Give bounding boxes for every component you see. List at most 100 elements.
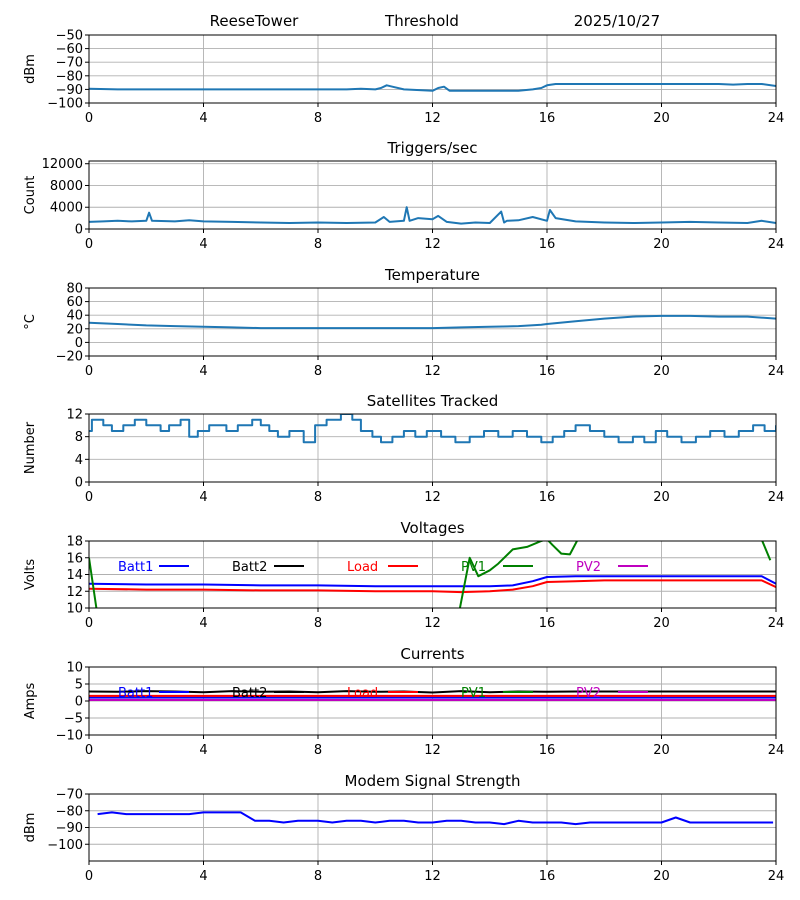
header-site: ReeseTower: [210, 12, 300, 30]
y-tick-label: −100: [47, 97, 83, 112]
x-tick-label: 12: [424, 364, 441, 379]
y-tick-label: −70: [56, 788, 83, 803]
x-tick-label: 4: [199, 237, 207, 252]
series-line-voltages-pv1: [89, 541, 772, 608]
x-tick-label: 16: [539, 364, 556, 379]
x-tick-label: 24: [768, 111, 785, 126]
y-tick-label: −70: [56, 56, 83, 71]
x-tick-label: 0: [85, 364, 93, 379]
y-tick-label: −5: [64, 712, 83, 727]
legend-label-pv1: PV1: [461, 560, 486, 575]
legend-label-batt1: Batt1: [118, 560, 153, 575]
x-tick-label: 20: [653, 743, 670, 758]
chart-title: Voltages: [400, 519, 464, 537]
x-tick-label: 8: [314, 869, 322, 884]
legend-label-batt2: Batt2: [232, 560, 267, 575]
series-line-modem-modem: [97, 811, 774, 826]
y-tick-label: 12: [66, 408, 83, 423]
x-tick-label: 4: [199, 869, 207, 884]
x-tick-label: 12: [424, 111, 441, 126]
y-tick-label: −20: [56, 350, 83, 365]
x-tick-label: 24: [768, 743, 785, 758]
x-tick-label: 12: [424, 616, 441, 631]
x-tick-label: 24: [768, 490, 785, 505]
y-tick-label: 0: [75, 223, 83, 238]
x-tick-label: 0: [85, 237, 93, 252]
chart-title: Triggers/sec: [387, 139, 478, 157]
x-tick-label: 16: [539, 616, 556, 631]
x-tick-label: 0: [85, 111, 93, 126]
x-tick-label: 20: [653, 364, 670, 379]
series-line-triggers-triggers: [89, 206, 776, 225]
x-tick-label: 0: [85, 616, 93, 631]
y-tick-label: 12000: [42, 157, 83, 172]
x-tick-label: 8: [314, 237, 322, 252]
header-metric: Threshold: [384, 12, 459, 30]
y-axis-label: °C: [23, 314, 38, 330]
legend-label-pv2: PV2: [576, 686, 601, 701]
x-tick-label: 24: [768, 869, 785, 884]
x-tick-label: 16: [539, 869, 556, 884]
x-tick-label: 8: [314, 490, 322, 505]
chart-title: Currents: [400, 645, 464, 663]
x-tick-label: 24: [768, 364, 785, 379]
panel-satellites: 0 4 8 12 16 20 24 0 4 8 12 Satellites Tracked Number: [23, 392, 784, 505]
y-tick-label: 8: [75, 430, 83, 445]
chart-title: Satellites Tracked: [367, 392, 498, 410]
series-line-threshold-threshold: [89, 83, 776, 92]
y-tick-label: −80: [56, 804, 83, 819]
x-tick-label: 0: [85, 490, 93, 505]
y-axis-label: dBm: [23, 54, 38, 84]
chart-title: Modem Signal Strength: [345, 772, 521, 790]
y-tick-label: −90: [56, 83, 83, 98]
x-tick-label: 12: [424, 490, 441, 505]
y-tick-label: 16: [66, 551, 83, 566]
y-tick-label: 0: [75, 336, 83, 351]
x-tick-label: 20: [653, 616, 670, 631]
legend-label-pv2: PV2: [576, 560, 601, 575]
x-tick-label: 4: [199, 616, 207, 631]
series-line-temperature-temperature: [89, 314, 776, 330]
legend-label-batt1: Batt1: [118, 686, 153, 701]
series-line-voltages-load: [89, 579, 776, 594]
x-tick-label: 0: [85, 869, 93, 884]
y-tick-label: 4: [75, 453, 83, 468]
y-tick-label: 40: [66, 309, 83, 324]
y-tick-label: 0: [75, 476, 83, 491]
y-tick-label: 0: [75, 695, 83, 710]
legend-label-load: Load: [347, 560, 378, 575]
x-tick-label: 20: [653, 237, 670, 252]
chart-title: Temperature: [384, 266, 480, 284]
y-tick-label: 80: [66, 282, 83, 297]
y-axis-label: Count: [23, 176, 38, 215]
x-tick-label: 12: [424, 869, 441, 884]
x-tick-label: 16: [539, 490, 556, 505]
y-tick-label: −90: [56, 821, 83, 836]
series-line-currents-batt2: [89, 690, 776, 694]
y-tick-label: 20: [66, 322, 83, 337]
x-tick-label: 20: [653, 869, 670, 884]
y-tick-label: 12: [66, 585, 83, 600]
x-tick-label: 4: [199, 364, 207, 379]
panel-threshold: 0 4 8 12 16 20 24 −100−90−80−70−60−50 dBm: [23, 29, 784, 127]
y-tick-label: −50: [56, 29, 83, 44]
y-axis-label: dBm: [23, 813, 38, 843]
x-tick-label: 12: [424, 743, 441, 758]
y-tick-label: 60: [66, 295, 83, 310]
panel-triggers: 0 4 8 12 16 20 24 0 4000 8000 12000 Triggers/sec Cou…: [23, 139, 784, 252]
x-tick-label: 16: [539, 237, 556, 252]
y-tick-label: −100: [47, 838, 83, 853]
y-tick-label: 14: [66, 568, 83, 583]
x-tick-label: 24: [768, 237, 785, 252]
header-date: 2025/10/27: [574, 12, 660, 30]
y-tick-label: 10: [66, 602, 83, 617]
y-tick-label: 4000: [50, 201, 83, 216]
x-tick-label: 4: [199, 111, 207, 126]
x-tick-label: 20: [653, 490, 670, 505]
panel-currents: 0 4 8 12 16 20 24 −10 −5 0 5 10 Currents Amps Batt1 Bat…: [23, 645, 784, 758]
y-tick-label: 8000: [50, 179, 83, 194]
x-tick-label: 4: [199, 490, 207, 505]
x-tick-label: 0: [85, 743, 93, 758]
